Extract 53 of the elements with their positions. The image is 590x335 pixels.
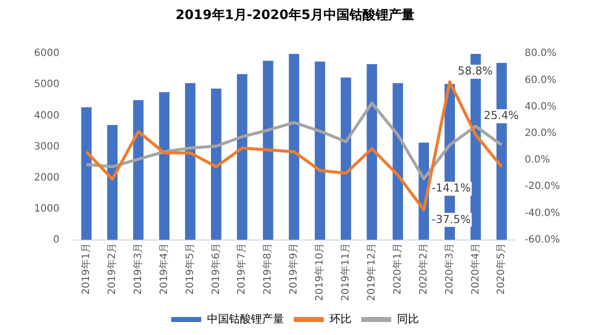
bar (185, 83, 196, 240)
y-tick-label: 2000 (34, 172, 60, 184)
y2-tick-label: -20.0% (524, 181, 560, 192)
y2-tick-label: 0.0% (524, 154, 550, 166)
x-tick-label: 2019年9月 (288, 242, 300, 295)
x-tick-label: 2019年2月 (106, 242, 118, 295)
x-tick-label: 2020年2月 (417, 242, 430, 295)
x-tick-label: 2019年7月 (236, 242, 248, 295)
bar (210, 88, 222, 240)
y-tick-label: 1000 (34, 203, 60, 214)
x-tick-label: 2019年4月 (158, 242, 170, 295)
x-tick-label: 2020年1月 (391, 242, 404, 295)
x-tick-label: 2020年5月 (495, 242, 508, 295)
y2-tick-label: -40.0% (524, 208, 560, 219)
bar (314, 62, 326, 240)
y-tick-label: 5000 (34, 79, 60, 90)
x-tick-label: 2019年12月 (365, 242, 378, 302)
x-tick-label: 2019年10月 (314, 242, 326, 302)
bar (133, 100, 144, 240)
bar (159, 92, 170, 240)
y-tick-label: 0 (53, 234, 60, 246)
bar (288, 54, 300, 240)
data-label: 25.4% (484, 109, 519, 122)
bar (81, 107, 92, 240)
x-tick-label: 2019年3月 (132, 242, 144, 295)
data-label: 58.8% (458, 64, 493, 78)
y2-tick-label: 60.0% (524, 74, 556, 86)
bar (340, 78, 352, 240)
legend-label: 中国钴酸锂产量 (206, 312, 284, 326)
data-label: -37.5% (432, 212, 471, 226)
x-tick-label: 2019年1月 (80, 242, 92, 295)
data-label: -14.1% (432, 182, 471, 195)
chart-title: 2019年1月-2020年5月中国钴酸锂产量 (176, 7, 414, 24)
x-tick-label: 2019年11月 (340, 242, 352, 302)
x-tick-label: 2019年8月 (262, 242, 274, 295)
y-tick-label: 4000 (34, 110, 60, 122)
x-tick-label: 2019年6月 (210, 242, 222, 295)
x-tick-label: 2020年3月 (443, 242, 456, 295)
bar (107, 124, 118, 240)
bar (262, 60, 274, 240)
y2-tick-label: 80.0% (524, 48, 556, 60)
legend-label: 环比 (329, 312, 352, 326)
y2-tick-label: -60.0% (524, 234, 560, 246)
bar (236, 74, 248, 240)
y-tick-label: 6000 (34, 48, 60, 60)
y2-tick-label: 40.0% (524, 101, 556, 112)
x-tick-label: 2020年4月 (469, 242, 482, 295)
y2-tick-label: 20.0% (524, 128, 556, 140)
y-tick-label: 3000 (34, 141, 60, 152)
x-tick-label: 2019年5月 (184, 242, 196, 295)
bar (392, 83, 404, 240)
legend-label: 同比 (396, 312, 419, 326)
bar (366, 64, 378, 240)
